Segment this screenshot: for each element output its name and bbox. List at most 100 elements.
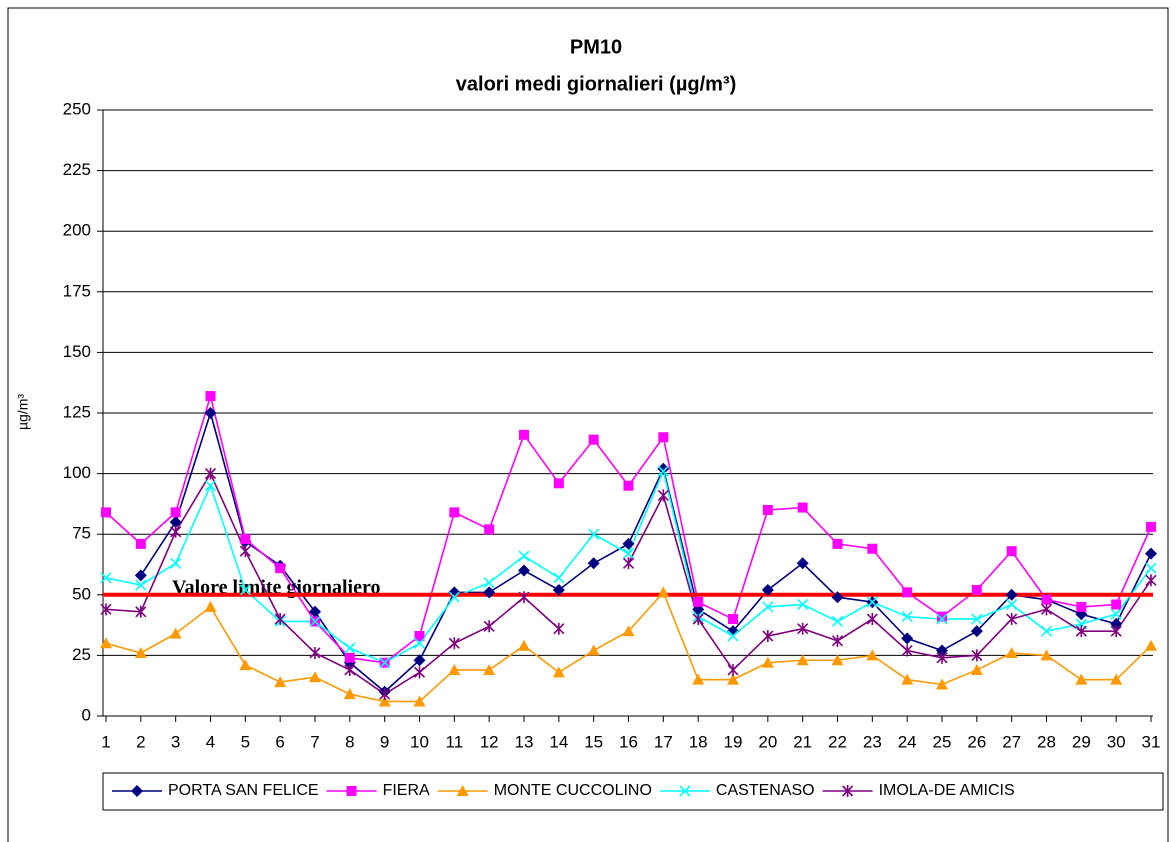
marker — [831, 615, 844, 628]
marker — [971, 649, 983, 662]
marker — [275, 563, 286, 574]
marker — [693, 597, 704, 608]
marker — [1145, 562, 1157, 574]
x-tick-label: 12 — [480, 732, 499, 751]
marker — [449, 507, 460, 518]
marker — [588, 434, 599, 445]
marker — [1110, 625, 1122, 638]
marker — [239, 584, 251, 596]
legend-label: IMOLA-DE AMICIS — [879, 782, 1015, 799]
legend — [102, 772, 1164, 811]
marker — [343, 688, 356, 700]
marker — [134, 646, 147, 658]
marker — [518, 550, 530, 562]
x-tick-label: 7 — [310, 732, 319, 751]
y-tick-label: 75 — [72, 524, 91, 543]
marker — [1005, 646, 1018, 658]
marker — [413, 695, 426, 707]
marker — [622, 557, 635, 570]
y-tick-label: 250 — [63, 99, 91, 118]
x-tick-label: 3 — [171, 732, 180, 751]
y-tick-label: 50 — [72, 584, 91, 603]
marker — [971, 584, 982, 595]
marker — [131, 785, 143, 797]
marker — [831, 654, 844, 666]
series-line — [140, 410, 1152, 693]
marker — [100, 572, 112, 584]
marker — [623, 480, 634, 491]
marker — [309, 646, 321, 659]
marker — [657, 489, 669, 502]
marker — [553, 572, 565, 584]
y-tick-label: 225 — [63, 160, 91, 179]
x-tick-label: 31 — [1142, 732, 1161, 751]
marker — [796, 557, 809, 570]
marker — [1040, 603, 1053, 616]
marker — [762, 601, 774, 613]
x-tick-label: 11 — [446, 732, 464, 751]
marker — [1040, 625, 1053, 637]
marker — [657, 465, 669, 477]
marker — [1110, 617, 1123, 630]
marker — [796, 654, 809, 666]
legend-label: PORTA SAN FELICE — [168, 782, 319, 799]
marker — [274, 613, 286, 626]
marker — [936, 651, 948, 664]
marker — [170, 525, 182, 538]
x-tick-label: 21 — [793, 732, 812, 751]
marker — [727, 625, 739, 638]
marker — [204, 600, 217, 612]
marker — [169, 516, 182, 529]
marker — [379, 657, 391, 669]
marker — [901, 611, 913, 623]
marker — [587, 644, 600, 656]
marker — [1041, 594, 1052, 605]
x-tick-label: 19 — [724, 732, 743, 751]
x-tick-label: 4 — [206, 732, 215, 751]
marker — [692, 613, 704, 626]
marker — [622, 548, 635, 560]
marker — [901, 673, 914, 685]
marker — [309, 671, 321, 683]
marker — [936, 678, 948, 690]
marker — [901, 632, 914, 645]
legend-label: FIERA — [383, 782, 430, 799]
marker — [761, 583, 774, 596]
marker — [657, 586, 670, 598]
marker — [344, 652, 355, 663]
marker — [413, 666, 426, 679]
marker — [1076, 601, 1087, 612]
x-tick-label: 30 — [1107, 732, 1126, 751]
marker — [831, 634, 844, 647]
x-tick-label: 9 — [380, 732, 389, 751]
marker — [797, 622, 809, 635]
marker — [1006, 613, 1018, 626]
marker — [100, 603, 112, 616]
marker — [518, 639, 530, 651]
legend-label: CASTENASO — [716, 782, 815, 799]
marker — [1006, 546, 1017, 557]
x-tick-label: 23 — [863, 732, 882, 751]
marker — [1145, 547, 1157, 560]
x-tick-label: 27 — [1002, 732, 1021, 751]
y-tick-label: 200 — [63, 221, 91, 240]
marker — [170, 507, 181, 518]
x-tick-label: 8 — [345, 732, 354, 751]
x-tick-label: 18 — [689, 732, 708, 751]
y-axis-label: µg/m³ — [15, 394, 31, 430]
x-tick-label: 5 — [241, 732, 250, 751]
marker — [239, 545, 251, 558]
x-tick-label: 25 — [933, 732, 952, 751]
chart-frame — [7, 7, 1169, 842]
chart-title: PM10 — [570, 36, 622, 58]
y-tick-label: 100 — [63, 463, 91, 482]
marker — [309, 605, 321, 618]
marker — [518, 591, 530, 604]
marker — [1075, 673, 1088, 685]
x-tick-label: 20 — [758, 732, 777, 751]
marker — [204, 467, 217, 480]
marker — [170, 557, 182, 569]
marker — [587, 557, 600, 570]
marker — [1005, 588, 1018, 601]
marker — [135, 605, 147, 618]
